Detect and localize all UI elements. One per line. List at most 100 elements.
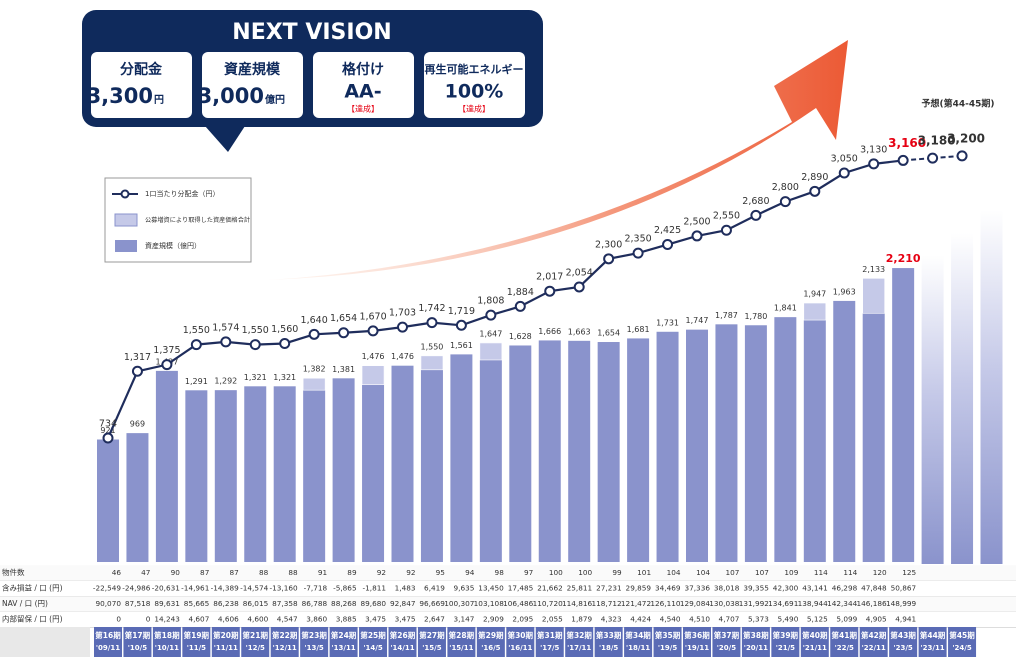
forecast-label: 予想(第44-45期) <box>921 98 994 110</box>
x-tick-sublabel: '19/11 <box>685 644 709 652</box>
table-cell: 3,885 <box>336 615 357 624</box>
period-box <box>506 627 535 657</box>
period-box <box>123 627 152 657</box>
line-marker <box>662 239 674 251</box>
line-value-label: 3,160 <box>888 136 926 150</box>
legend-label: 資産規模（億円） <box>145 241 201 250</box>
x-tick-label: 第35期 <box>655 630 681 640</box>
table-cell: 142,344 <box>827 599 858 608</box>
bar <box>214 390 237 562</box>
table-row-label: 内部留保 / 口 (円) <box>2 614 63 624</box>
line-value-label: 1,550 <box>183 325 210 336</box>
x-tick-sublabel: '14/5 <box>363 644 382 652</box>
legend-marker <box>120 189 130 199</box>
table-cell: 4,905 <box>866 615 887 624</box>
table-cell: 97 <box>524 568 534 577</box>
x-tick-label: 第29期 <box>478 630 504 640</box>
bar-value-label: 1,963 <box>833 287 856 296</box>
period-box <box>359 627 388 657</box>
x-tick-label: 第38期 <box>743 630 769 640</box>
line-value-label: 1,317 <box>124 352 151 363</box>
table-cell: 4,510 <box>689 615 710 624</box>
table-cell: 96,669 <box>419 599 445 608</box>
line-marker <box>868 158 880 170</box>
table-cell: 50,867 <box>891 584 917 593</box>
legend-label: 公募増資により取得した資産価格合計 <box>145 216 250 224</box>
period-box <box>476 627 505 657</box>
table-row-label: 物件数 <box>2 567 25 577</box>
offering-segment <box>361 365 385 386</box>
table-cell: 104 <box>696 568 710 577</box>
table-cell: 87 <box>230 568 240 577</box>
table-cell: 100 <box>578 568 592 577</box>
bar-value-label: 1,731 <box>656 318 679 327</box>
period-box <box>683 627 711 657</box>
vision-value: 100% <box>445 81 504 103</box>
table-cell: 3,860 <box>306 615 327 624</box>
line-value-label: 2,017 <box>536 272 563 283</box>
table-cell: 114,816 <box>562 599 593 608</box>
x-tick-sublabel: '11/5 <box>187 644 206 652</box>
x-tick-sublabel: '17/11 <box>567 644 591 652</box>
table-cell: 148,999 <box>886 599 917 608</box>
line-value-label: 1,560 <box>271 324 298 335</box>
vision-title: NEXT VISION <box>232 20 391 45</box>
x-tick-label: 第41期 <box>832 630 858 640</box>
table-row-bg <box>0 565 1016 581</box>
x-tick-sublabel: '23/5 <box>893 644 912 652</box>
period-box <box>270 627 299 657</box>
x-tick-label: 第36期 <box>684 630 710 640</box>
bar-value-label: 1,292 <box>214 377 237 386</box>
x-tick-sublabel: '22/11 <box>862 644 886 652</box>
line-marker <box>809 185 821 197</box>
line-marker <box>426 317 438 329</box>
table-cell: 88 <box>259 568 269 577</box>
bar <box>362 365 385 562</box>
bar-value-label: 1,628 <box>509 332 532 341</box>
table-cell: 21,662 <box>537 584 563 593</box>
line-marker <box>927 152 939 164</box>
x-tick-sublabel: '13/11 <box>332 644 356 652</box>
bar-value-label: 1,382 <box>303 365 326 374</box>
x-tick-label: 第24期 <box>331 630 357 640</box>
bar-value-label: 1,841 <box>774 304 797 313</box>
vision-unit: 円 <box>154 94 164 106</box>
period-box <box>535 627 564 657</box>
line-marker <box>691 230 703 242</box>
line-value-label: 3,180 <box>918 134 956 148</box>
x-tick-sublabel: '14/11 <box>390 644 414 652</box>
table-cell: 4,540 <box>660 615 681 624</box>
x-tick-label: 第19期 <box>184 630 210 640</box>
legend-label: 1口当たり分配金（円） <box>145 189 219 198</box>
x-tick-label: 第30期 <box>508 630 534 640</box>
bar <box>715 324 738 562</box>
table-cell: 25,811 <box>567 584 593 593</box>
vision-value: AA- <box>344 81 381 103</box>
bar <box>892 268 915 562</box>
vision-label: 分配金 <box>120 61 163 78</box>
line-marker <box>573 281 585 293</box>
x-tick-label: 第43期 <box>890 630 916 640</box>
table-cell: 98 <box>495 568 505 577</box>
table-cell: 92 <box>406 568 415 577</box>
x-tick-sublabel: '09/11 <box>96 644 120 652</box>
legend-swatch <box>114 213 138 227</box>
bar <box>538 340 561 562</box>
line-marker <box>897 154 909 166</box>
bar-value-label: 2,133 <box>862 265 885 274</box>
table-cell: 104 <box>667 568 681 577</box>
bar <box>597 342 620 562</box>
x-tick-sublabel: '10/5 <box>128 644 147 652</box>
vision-value: 3,000 <box>198 84 264 108</box>
bar-value-label: 2,210 <box>886 252 921 265</box>
table-cell: 34,469 <box>655 584 681 593</box>
bar <box>686 329 708 562</box>
table-cell: 2,647 <box>424 615 445 624</box>
table-cell: -14,961 <box>181 584 209 593</box>
x-tick-label: 第16期 <box>95 630 121 640</box>
bar-value-label: 1,291 <box>185 377 208 386</box>
line-marker <box>720 224 732 236</box>
line-value-label: 1,375 <box>153 345 180 356</box>
x-tick-label: 第17期 <box>125 630 151 640</box>
